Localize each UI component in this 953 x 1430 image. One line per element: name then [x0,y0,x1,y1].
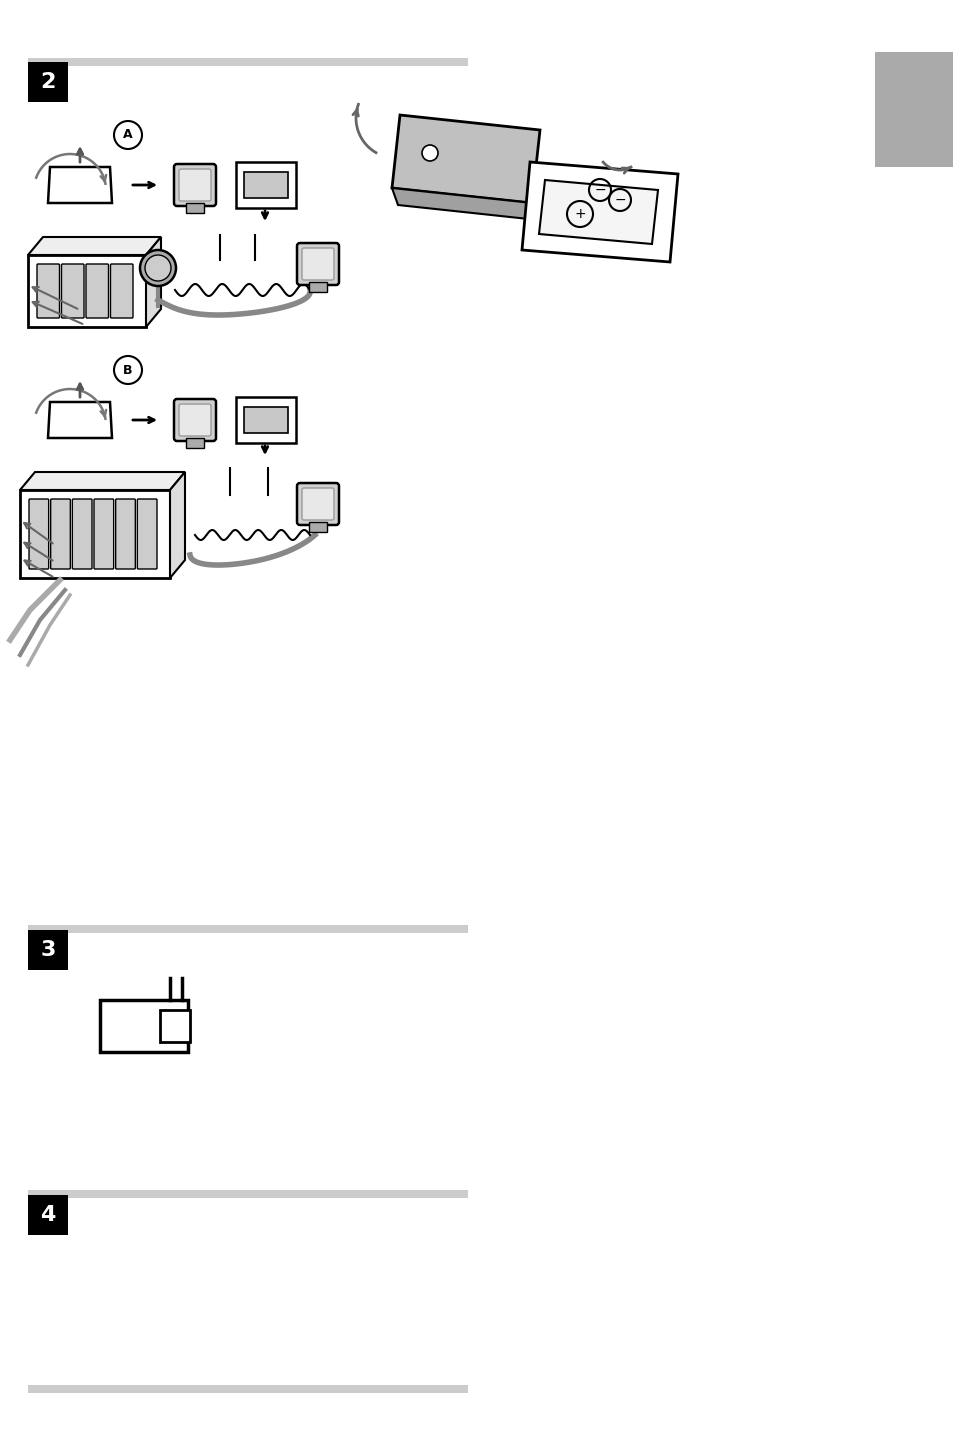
FancyBboxPatch shape [179,405,211,436]
Circle shape [421,144,437,162]
FancyBboxPatch shape [173,399,215,440]
Text: A: A [123,129,132,142]
FancyBboxPatch shape [302,488,334,521]
Bar [874,51,953,167]
FancyBboxPatch shape [61,265,84,317]
FancyBboxPatch shape [94,499,113,569]
Bar [28,925,468,932]
Bar [309,522,327,532]
Bar [186,203,204,213]
Circle shape [145,255,171,282]
Bar [28,1195,68,1236]
Polygon shape [392,187,537,220]
Bar [28,930,68,970]
Bar [100,1000,188,1052]
Polygon shape [20,472,185,490]
Polygon shape [28,237,161,255]
Text: +: + [574,207,585,222]
Circle shape [140,250,175,286]
Bar [28,61,68,102]
FancyBboxPatch shape [51,499,71,569]
Text: −: − [594,183,605,197]
Bar [160,1010,190,1042]
FancyBboxPatch shape [37,265,59,317]
Polygon shape [170,472,185,578]
Text: 4: 4 [40,1205,55,1226]
Text: −: − [614,193,625,207]
FancyBboxPatch shape [111,265,132,317]
Bar [28,255,146,327]
FancyBboxPatch shape [173,164,215,206]
Polygon shape [392,114,539,203]
FancyBboxPatch shape [29,499,49,569]
Bar [244,172,288,197]
Polygon shape [48,402,112,438]
Bar [28,59,468,66]
Bar [186,438,204,448]
FancyBboxPatch shape [137,499,157,569]
FancyBboxPatch shape [115,499,135,569]
Polygon shape [521,162,678,262]
Text: B: B [123,363,132,376]
FancyBboxPatch shape [86,265,109,317]
FancyBboxPatch shape [296,483,338,525]
Text: 3: 3 [40,940,55,960]
Bar [20,490,170,578]
Bar [28,1386,468,1393]
Bar [244,408,288,433]
Polygon shape [48,167,112,203]
Polygon shape [538,180,658,245]
Polygon shape [146,237,161,327]
Text: 2: 2 [40,72,55,92]
FancyBboxPatch shape [72,499,91,569]
FancyBboxPatch shape [302,247,334,280]
Bar [235,162,295,207]
FancyBboxPatch shape [296,243,338,285]
Bar [235,398,295,443]
FancyBboxPatch shape [179,169,211,202]
Bar [309,282,327,292]
Bar [28,1190,468,1198]
